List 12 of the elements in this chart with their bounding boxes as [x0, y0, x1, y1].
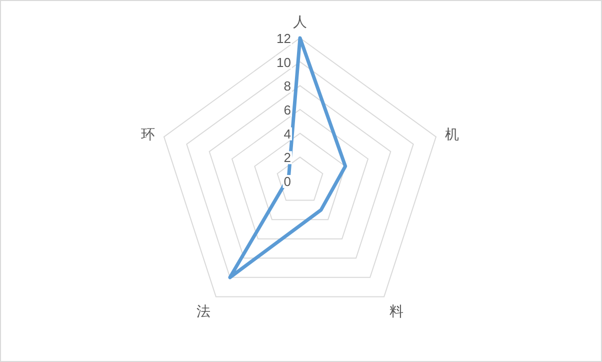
spoke-label: 料	[390, 303, 404, 320]
y-tick-label: 2	[284, 150, 291, 166]
spoke-label: 人	[293, 14, 307, 30]
spoke-label: 机	[444, 126, 459, 142]
spoke-label: 法	[196, 303, 210, 320]
y-tick-label: 0	[284, 174, 291, 189]
y-tick-label: 10	[276, 54, 291, 70]
y-tick-label: 12	[276, 31, 291, 46]
spoke-label: 环	[141, 126, 156, 142]
y-tick-label: 4	[284, 126, 291, 142]
y-tick-label: 6	[284, 102, 291, 118]
y-tick-label: 8	[284, 78, 291, 94]
